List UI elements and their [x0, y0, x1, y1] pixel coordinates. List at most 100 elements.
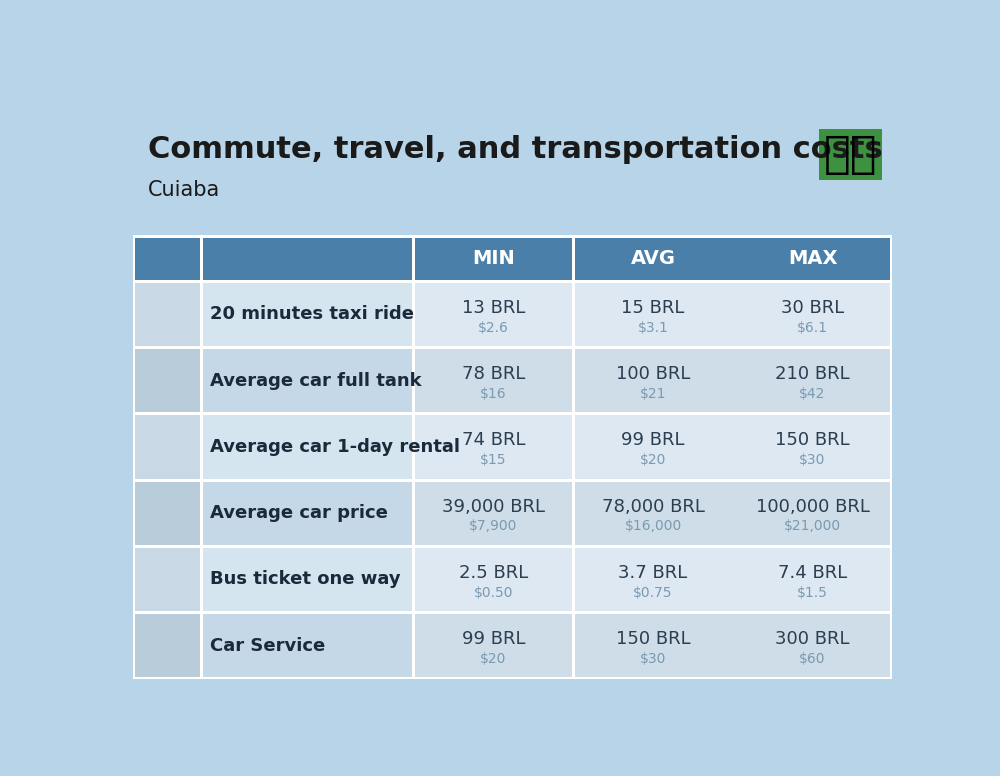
Bar	[414, 612, 573, 679]
Bar	[414, 480, 573, 546]
Bar	[133, 479, 892, 481]
Bar	[133, 346, 892, 349]
Text: Average car 1-day rental: Average car 1-day rental	[210, 438, 460, 456]
Bar	[412, 612, 415, 679]
Text: 99 BRL: 99 BRL	[621, 431, 685, 449]
Bar	[133, 546, 201, 612]
Text: 7.4 BRL: 7.4 BRL	[778, 563, 847, 582]
Text: $42: $42	[799, 387, 826, 401]
Bar	[572, 282, 575, 348]
Bar	[133, 348, 201, 414]
Text: MIN: MIN	[472, 249, 515, 268]
Bar	[733, 282, 892, 348]
Bar	[890, 237, 892, 679]
Bar	[819, 129, 882, 180]
Text: 13 BRL: 13 BRL	[462, 299, 525, 317]
Bar	[414, 546, 573, 612]
Text: 74 BRL: 74 BRL	[462, 431, 525, 449]
Bar	[201, 348, 414, 414]
Bar	[572, 612, 575, 679]
Bar	[573, 480, 733, 546]
Bar	[573, 237, 733, 282]
Bar	[733, 414, 892, 480]
Bar	[133, 414, 201, 480]
Bar	[201, 414, 414, 480]
Bar	[573, 546, 733, 612]
Bar	[200, 480, 203, 546]
Text: Average car full tank: Average car full tank	[210, 372, 422, 390]
Text: $21,000: $21,000	[784, 519, 841, 533]
Bar	[201, 612, 414, 679]
Bar	[572, 348, 575, 414]
Text: 100,000 BRL: 100,000 BRL	[756, 497, 869, 515]
Text: $20: $20	[640, 453, 666, 467]
Bar	[733, 546, 892, 612]
Bar	[133, 480, 201, 546]
Text: Average car price: Average car price	[210, 504, 388, 522]
Bar	[573, 612, 733, 679]
Bar	[200, 414, 203, 480]
Text: $6.1: $6.1	[797, 320, 828, 334]
Bar	[133, 612, 201, 679]
Bar	[412, 480, 415, 546]
Bar	[133, 235, 892, 237]
Bar	[572, 414, 575, 480]
Bar	[412, 348, 415, 414]
Text: 2.5 BRL: 2.5 BRL	[459, 563, 528, 582]
Bar	[412, 237, 415, 282]
Text: $16: $16	[480, 387, 507, 401]
Text: Cuiaba: Cuiaba	[148, 180, 220, 199]
Bar	[572, 237, 575, 282]
Bar	[200, 282, 203, 348]
Bar	[733, 348, 892, 414]
Bar	[412, 546, 415, 612]
Text: 150 BRL: 150 BRL	[775, 431, 850, 449]
Text: $0.75: $0.75	[633, 586, 673, 600]
Bar	[414, 237, 573, 282]
Bar	[133, 237, 135, 679]
Bar	[733, 237, 892, 282]
Bar	[572, 480, 575, 546]
Text: 150 BRL: 150 BRL	[616, 630, 690, 648]
Text: $0.50: $0.50	[474, 586, 513, 600]
Text: $60: $60	[799, 652, 826, 666]
Text: $16,000: $16,000	[624, 519, 682, 533]
Bar	[133, 237, 414, 282]
Text: $15: $15	[480, 453, 507, 467]
Text: Car Service: Car Service	[210, 636, 326, 655]
Bar	[133, 611, 892, 614]
Bar	[414, 348, 573, 414]
Text: $1.5: $1.5	[797, 586, 828, 600]
Text: MAX: MAX	[788, 249, 837, 268]
Text: 3.7 BRL: 3.7 BRL	[618, 563, 688, 582]
Text: 15 BRL: 15 BRL	[621, 299, 685, 317]
Bar	[133, 412, 892, 415]
Bar	[573, 348, 733, 414]
Bar	[733, 612, 892, 679]
Text: $20: $20	[480, 652, 507, 666]
Text: 210 BRL: 210 BRL	[775, 365, 850, 383]
Bar	[200, 348, 203, 414]
Text: Commute, travel, and transportation costs: Commute, travel, and transportation cost…	[148, 135, 883, 164]
Text: 🇧🇷: 🇧🇷	[824, 133, 877, 176]
Text: $21: $21	[640, 387, 666, 401]
Text: $2.6: $2.6	[478, 320, 509, 334]
Text: 100 BRL: 100 BRL	[616, 365, 690, 383]
Bar	[201, 480, 414, 546]
Bar	[201, 546, 414, 612]
Bar	[733, 480, 892, 546]
Text: 300 BRL: 300 BRL	[775, 630, 850, 648]
Bar	[412, 282, 415, 348]
Text: 78,000 BRL: 78,000 BRL	[602, 497, 704, 515]
Text: 30 BRL: 30 BRL	[781, 299, 844, 317]
Text: 39,000 BRL: 39,000 BRL	[442, 497, 545, 515]
Bar	[133, 545, 892, 548]
Bar	[573, 414, 733, 480]
Bar	[200, 546, 203, 612]
Text: $3.1: $3.1	[638, 320, 668, 334]
Bar	[572, 546, 575, 612]
Text: 20 minutes taxi ride: 20 minutes taxi ride	[210, 306, 414, 324]
Text: $30: $30	[640, 652, 666, 666]
Bar	[200, 237, 203, 282]
Bar	[412, 414, 415, 480]
